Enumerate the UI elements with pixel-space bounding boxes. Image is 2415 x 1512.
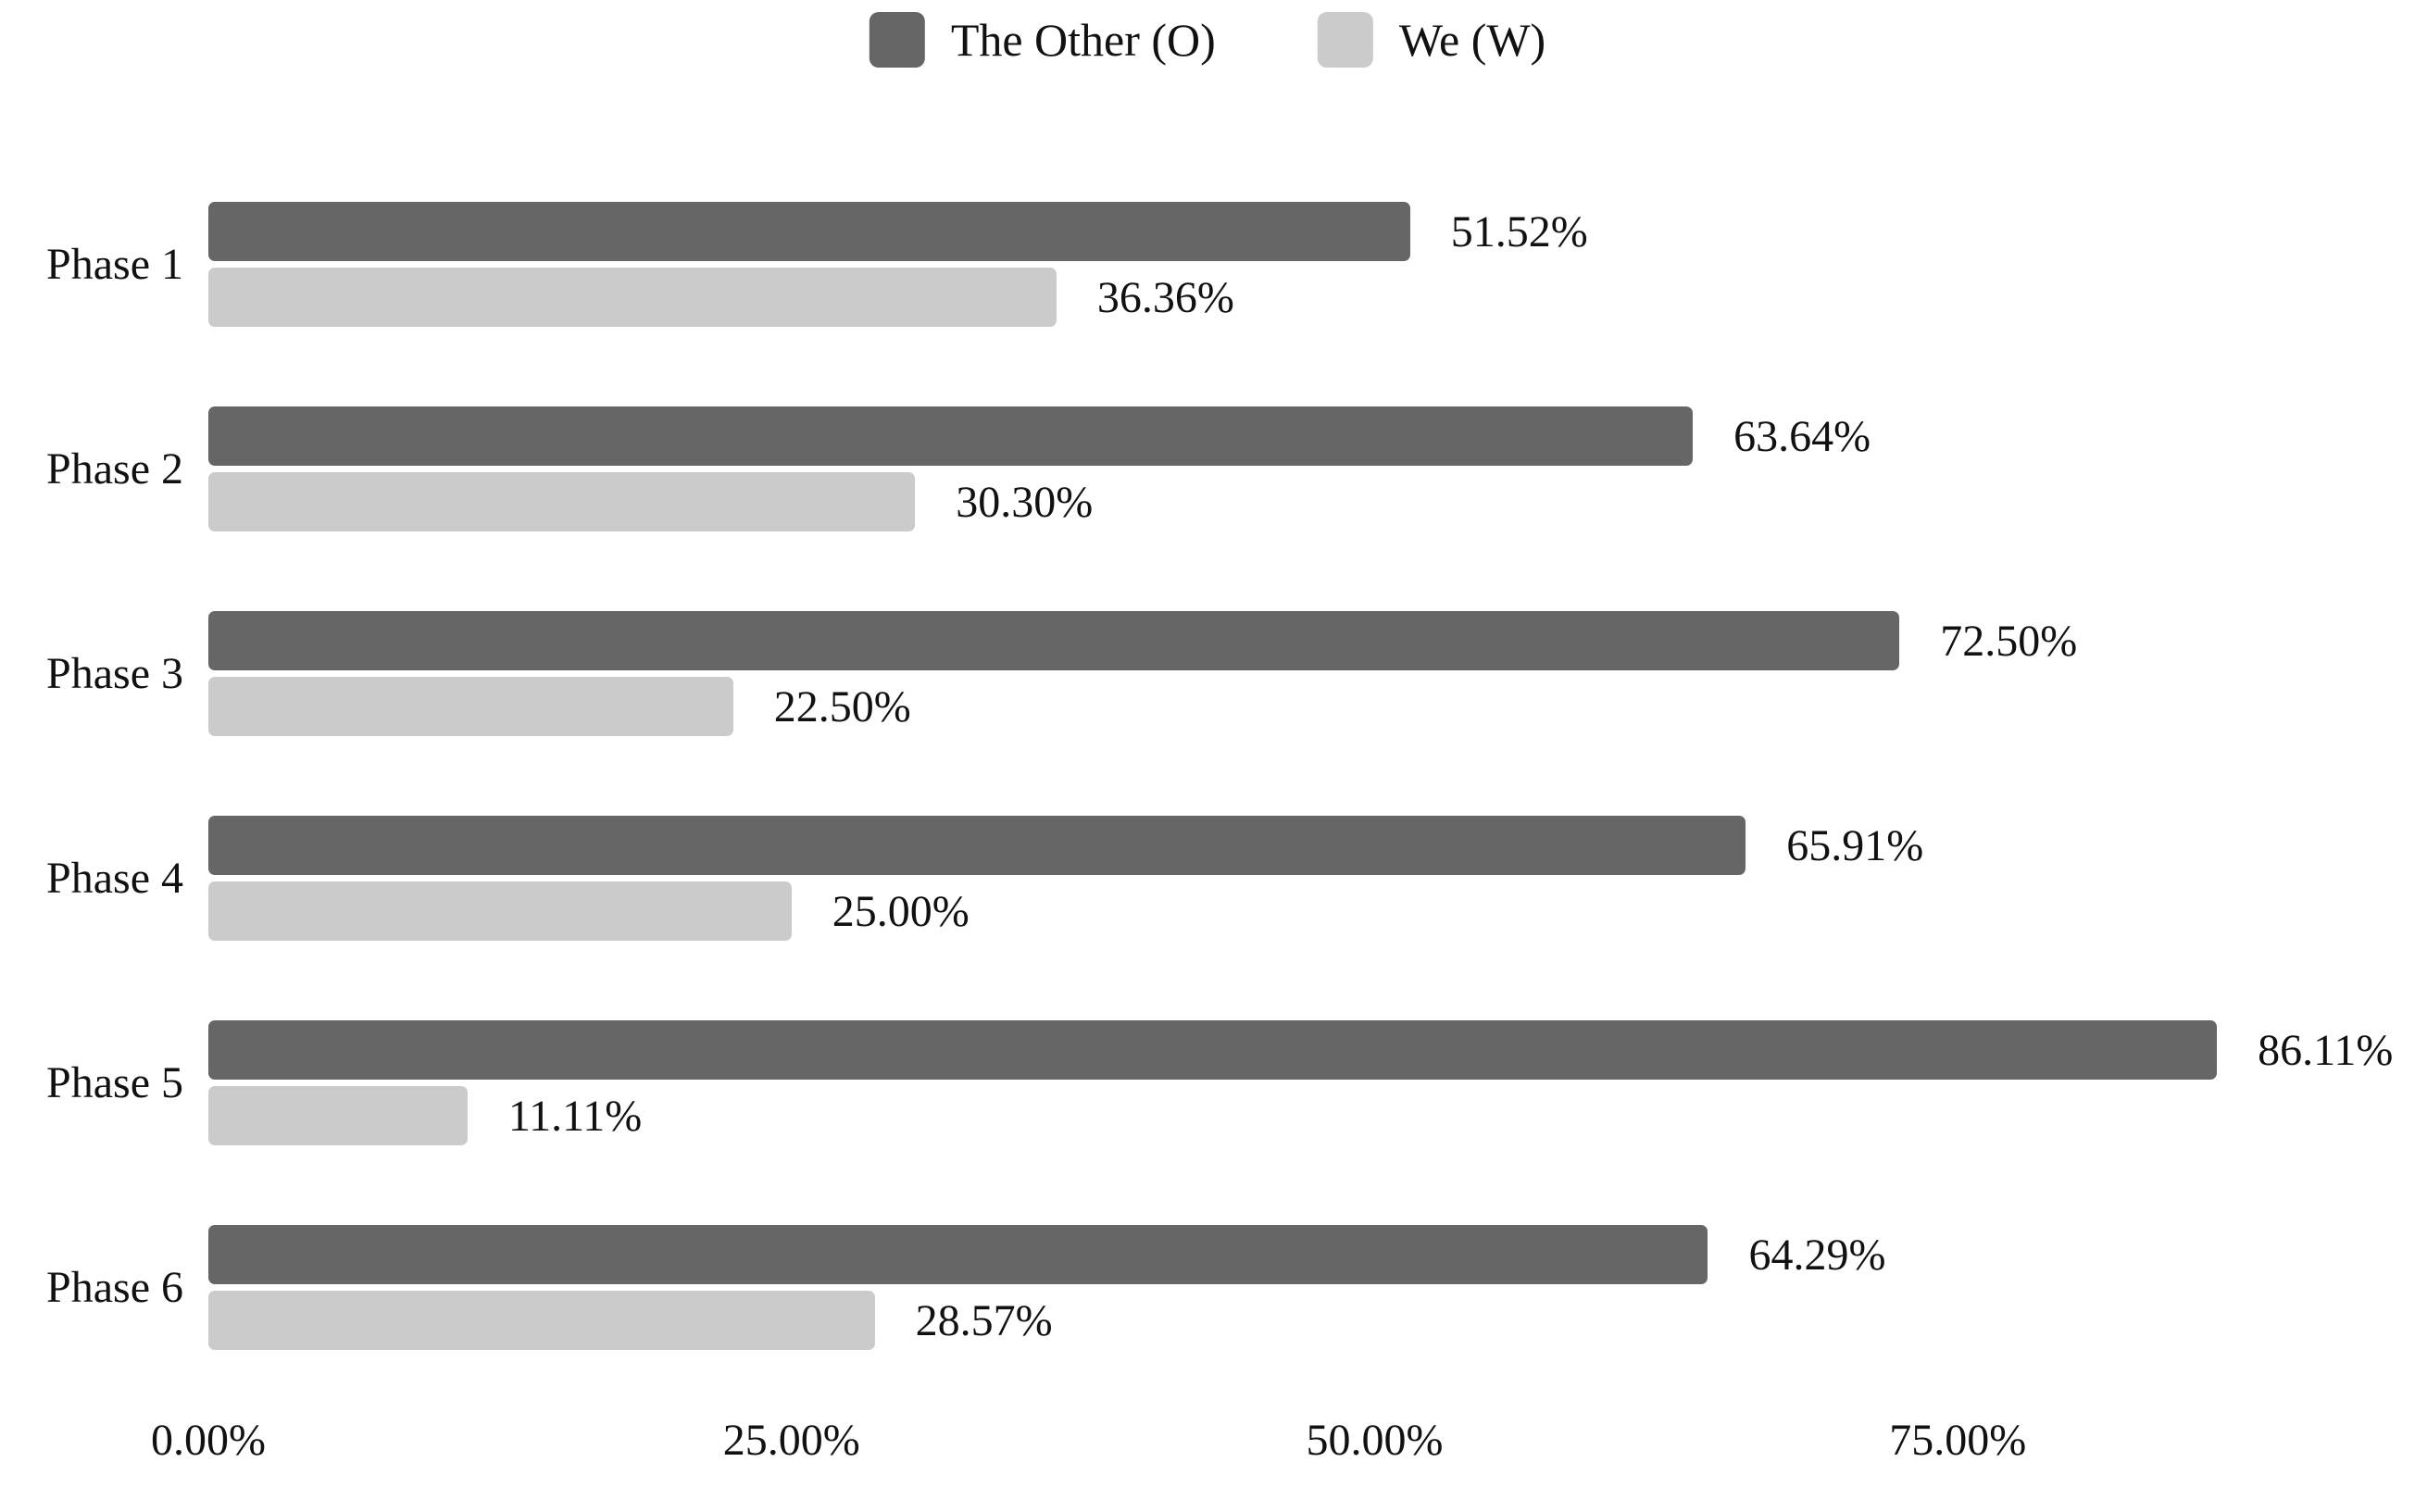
legend-swatch-icon — [1317, 12, 1373, 68]
chart-legend: The Other (O) We (W) — [869, 7, 1546, 72]
category-label: Phase 5 — [46, 1058, 183, 1107]
legend-label: The Other (O) — [950, 14, 1216, 66]
bar-other-phase-6 — [208, 1225, 1708, 1284]
category-label: Phase 2 — [46, 444, 183, 494]
bar-we-phase-2 — [208, 472, 916, 531]
value-label: 86.11% — [2258, 1025, 2394, 1075]
bar-we-phase-4 — [208, 881, 792, 941]
bar-we-phase-1 — [208, 268, 1057, 327]
bar-we-phase-3 — [208, 677, 733, 736]
value-label: 65.91% — [1786, 820, 1924, 870]
value-label: 25.00% — [832, 886, 970, 936]
bar-other-phase-5 — [208, 1020, 2218, 1080]
value-label: 63.64% — [1733, 411, 1871, 461]
category-label: Phase 4 — [46, 854, 183, 903]
value-label: 22.50% — [773, 681, 911, 731]
value-label: 30.30% — [956, 477, 1094, 527]
value-label: 11.11% — [507, 1091, 643, 1141]
bar-we-phase-5 — [208, 1086, 468, 1145]
value-label: 64.29% — [1748, 1230, 1886, 1280]
legend-label: We (W) — [1398, 14, 1546, 66]
category-label: Phase 6 — [46, 1263, 183, 1312]
value-label: 36.36% — [1096, 272, 1234, 322]
category-label: Phase 3 — [46, 649, 183, 698]
value-label: 72.50% — [1940, 616, 2078, 666]
legend-item-we: We (W) — [1317, 12, 1546, 68]
category-label: Phase 1 — [46, 240, 183, 289]
x-tick-label: 75.00% — [1889, 1416, 2027, 1465]
x-tick-label: 25.00% — [722, 1416, 860, 1465]
bar-other-phase-4 — [208, 816, 1746, 875]
bar-other-phase-2 — [208, 406, 1694, 466]
value-label: 51.52% — [1450, 206, 1588, 256]
bar-other-phase-3 — [208, 611, 1900, 670]
legend-swatch-icon — [869, 12, 925, 68]
bar-we-phase-6 — [208, 1291, 875, 1350]
bar-other-phase-1 — [208, 202, 1410, 261]
legend-item-other: The Other (O) — [869, 12, 1216, 68]
x-tick-label: 50.00% — [1306, 1416, 1444, 1465]
value-label: 28.57% — [915, 1295, 1053, 1345]
x-tick-label: 0.00% — [151, 1416, 266, 1465]
